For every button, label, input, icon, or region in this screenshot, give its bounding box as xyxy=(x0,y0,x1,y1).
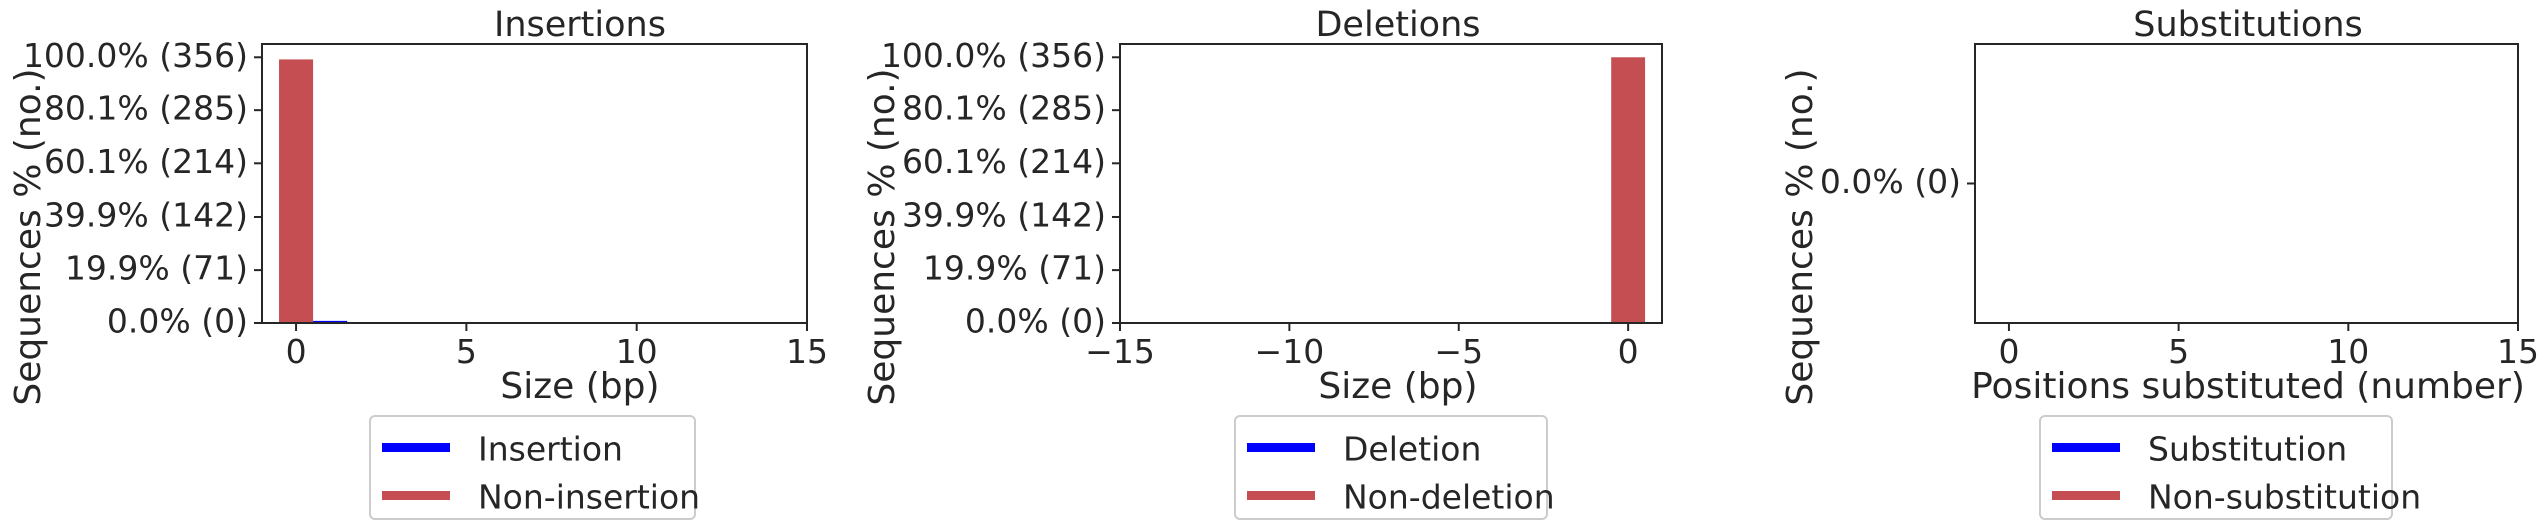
legend-swatch-non-substitution xyxy=(2052,491,2120,500)
y-tick-label: 0.0% (0) xyxy=(107,302,248,341)
y-tick-label: 19.9% (71) xyxy=(923,249,1106,288)
x-axis-label: Size (bp) xyxy=(500,366,659,407)
y-tick-label: 39.9% (142) xyxy=(44,195,248,234)
non-deletion-bar xyxy=(1611,57,1646,324)
chart-title: Substitutions xyxy=(2133,5,2362,45)
chart-title: Insertions xyxy=(494,5,666,45)
y-tick-labels: 0.0% (0) 19.9% (71) 39.9% (142) 60.1% (2… xyxy=(23,36,248,341)
non-insertion-bar xyxy=(279,59,314,323)
x-tick-label: −5 xyxy=(1434,332,1483,371)
deletions-panel: Deletions Sequences % (no.) Size (bp) 0.… xyxy=(862,5,1663,520)
substitutions-panel: Substitutions Sequences % (no.) Position… xyxy=(1780,5,2539,520)
legend-box xyxy=(369,415,696,520)
y-tick-labels: 0.0% (0) xyxy=(1820,162,1961,201)
y-tick-labels: 0.0% (0) 19.9% (71) 39.9% (142) 60.1% (2… xyxy=(881,36,1106,341)
legend: Deletion Non-deletion xyxy=(1234,415,1555,520)
legend: Insertion Non-insertion xyxy=(369,415,700,520)
x-tick-label: −15 xyxy=(1085,332,1155,371)
x-axis-label: Positions substituted (number) xyxy=(1971,366,2525,407)
y-tick-label: 39.9% (142) xyxy=(902,195,1106,234)
x-tick-label: 10 xyxy=(2327,332,2369,371)
x-axis-label: Size (bp) xyxy=(1318,366,1477,407)
legend-swatch-non-insertion xyxy=(382,491,450,500)
x-tick-label: 5 xyxy=(2168,332,2189,371)
y-tick-label: 80.1% (285) xyxy=(44,89,248,128)
legend-label: Non-deletion xyxy=(1343,478,1555,517)
legend-label: Non-substitution xyxy=(2148,478,2421,517)
legend: Substitution Non-substitution xyxy=(2039,415,2421,520)
legend-label: Deletion xyxy=(1343,430,1481,469)
chart-title: Deletions xyxy=(1315,5,1480,45)
x-tick-labels: 0 5 10 15 xyxy=(1998,332,2539,371)
y-tick-label: 0.0% (0) xyxy=(965,302,1106,341)
y-axis-label: Sequences % (no.) xyxy=(1780,68,1821,405)
x-tick-labels: −15 −10 −5 0 xyxy=(1085,332,1638,371)
legend-label: Non-insertion xyxy=(478,478,700,517)
insertion-bar xyxy=(313,320,348,323)
x-tick-label: 10 xyxy=(616,332,658,371)
legend-swatch-non-deletion xyxy=(1247,491,1315,500)
bars xyxy=(279,59,348,323)
y-axis-label: Sequences % (no.) xyxy=(8,68,49,405)
plot-frame xyxy=(261,43,808,324)
x-tick-label: 0 xyxy=(1618,332,1639,371)
plot-frame xyxy=(1974,43,2519,324)
x-tick-label: 0 xyxy=(1998,332,2019,371)
plot-frame xyxy=(1119,43,1663,324)
tick-marks xyxy=(254,56,808,331)
legend-swatch-substitution xyxy=(2052,443,2120,452)
y-tick-label: 60.1% (214) xyxy=(44,142,248,181)
y-axis-label: Sequences % (no.) xyxy=(862,68,903,405)
y-tick-label: 80.1% (285) xyxy=(902,89,1106,128)
y-tick-label: 60.1% (214) xyxy=(902,142,1106,181)
x-tick-label: 15 xyxy=(2497,332,2539,371)
legend-label: Substitution xyxy=(2148,430,2347,469)
y-tick-label: 19.9% (71) xyxy=(65,249,248,288)
x-tick-labels: 0 5 10 15 xyxy=(286,332,828,371)
tick-marks xyxy=(1967,182,2519,331)
x-tick-label: −10 xyxy=(1255,332,1325,371)
y-tick-label: 100.0% (356) xyxy=(23,36,248,75)
x-tick-label: 0 xyxy=(286,332,307,371)
x-tick-label: 15 xyxy=(786,332,828,371)
legend-swatch-insertion xyxy=(382,443,450,452)
insertions-panel: Insertions Sequences % (no.) Size (bp) 0… xyxy=(8,5,828,520)
bars xyxy=(1611,57,1646,324)
legend-box xyxy=(2039,415,2393,520)
legend-swatch-deletion xyxy=(1247,443,1315,452)
legend-label: Insertion xyxy=(478,430,623,469)
y-tick-label: 100.0% (356) xyxy=(881,36,1106,75)
tick-marks xyxy=(1112,56,1630,331)
x-tick-label: 5 xyxy=(456,332,477,371)
y-tick-label: 0.0% (0) xyxy=(1820,162,1961,201)
